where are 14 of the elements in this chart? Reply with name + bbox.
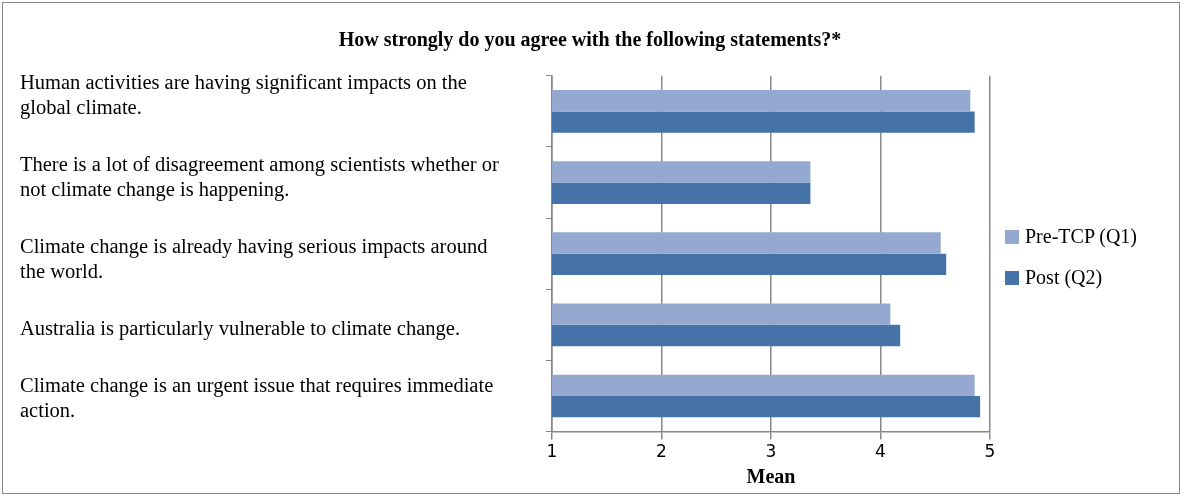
x-tick-label: 1 (546, 441, 558, 462)
text: Australia is particularly vulnerable to climate change. (20, 316, 461, 341)
x-tick-label: 4 (875, 441, 886, 462)
chart-title: How strongly do you agree with the following statements?* (337, 28, 843, 51)
text: Climate change is already having serious impacts around the world. (20, 234, 489, 284)
x-tick-label: 3 (765, 441, 777, 462)
x-tick-label: 5 (984, 441, 996, 462)
legend-label: Post (Q2) (1025, 266, 1103, 289)
text: Climate change is an urgent issue that requires immediate action. (20, 373, 495, 423)
legend-label: Pre-TCP (Q1) (1025, 225, 1138, 248)
x-tick-label: 2 (656, 441, 667, 462)
x-axis-title: Mean (746, 465, 796, 488)
text: There is a lot of disagreement among scientists whether or not climate change is happening. (20, 152, 500, 202)
text: Human activities are having significant impacts on the global climate. (20, 70, 468, 120)
